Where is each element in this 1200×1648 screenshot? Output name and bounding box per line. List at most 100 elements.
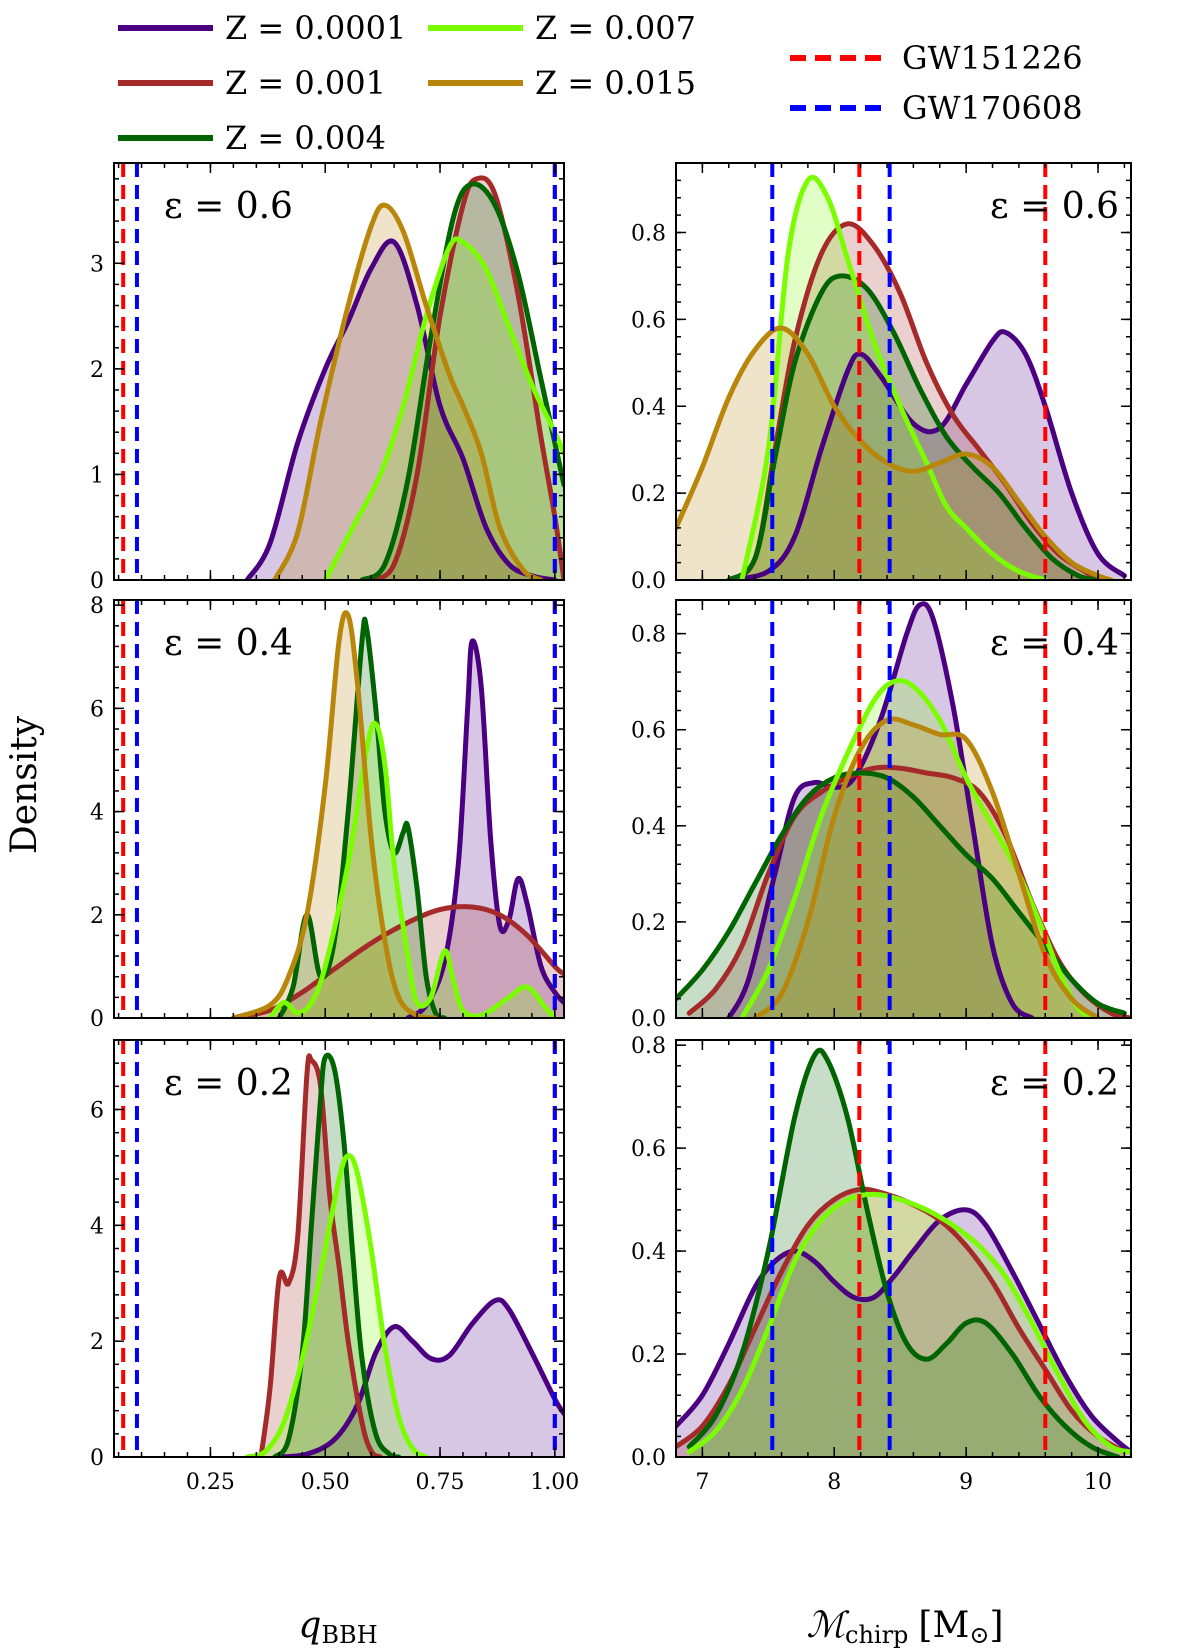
- epsilon-label-m-eps02: ε = 0.2: [990, 1063, 1119, 1104]
- fills-m-eps04: [676, 603, 1131, 1018]
- legend-entry-gw170608: GW170608: [790, 89, 1083, 127]
- x-tick-label-m-eps02-1: 8: [827, 1470, 841, 1495]
- plot-area-m-eps06: [676, 163, 1127, 580]
- y-tick-label-m-eps02-3: 0.6: [631, 1137, 666, 1162]
- density-fill-q-eps06-s1: [371, 177, 564, 580]
- epsilon-label-m-eps04: ε = 0.4: [990, 623, 1119, 664]
- panel-m-eps02: 0.0 0.2 0.4 0.6 0.8 7 8 9 10 ε = 0.2: [631, 1034, 1132, 1495]
- density-line-q-eps04-s1: [230, 904, 564, 1018]
- density-line-q-eps04-s3: [267, 720, 558, 1018]
- lines-m-eps04: [676, 601, 1131, 1018]
- density-line-q-eps04-s4: [230, 610, 438, 1018]
- y-tick-label-m-eps04-0: 0.0: [631, 1007, 666, 1032]
- legend-entry-z001: Z = 0.001: [118, 64, 386, 102]
- y-tick-label-q-eps02-1: 2: [90, 1330, 104, 1355]
- y-axis-title: Density: [4, 715, 45, 854]
- x-axis-title-q-sub: BBH: [321, 1621, 377, 1648]
- axes-frame-q-eps06: [113, 162, 565, 581]
- event-lines-q-eps06: [121, 163, 557, 580]
- density-line-m-eps06-s3: [739, 174, 1048, 580]
- x-tick-label-m-eps02-2: 9: [959, 1470, 973, 1495]
- y-tick-label-q-eps06-1: 1: [90, 463, 104, 488]
- density-fill-m-eps06-s1: [728, 223, 1098, 580]
- legend-entry-z007: Z = 0.007: [428, 9, 696, 47]
- legend-entry-z0001: Z = 0.0001: [118, 9, 406, 47]
- density-line-m-eps02-s2: [686, 1047, 1121, 1457]
- density-line-m-eps02-s3: [686, 1191, 1131, 1455]
- density-line-m-eps04-s4: [752, 716, 1101, 1018]
- density-fill-m-eps04-s4: [755, 718, 1098, 1018]
- plot-area-q-eps04: [121, 600, 564, 1018]
- density-line-q-eps06-s4: [272, 202, 544, 580]
- density-line-q-eps02-s1: [258, 1053, 383, 1457]
- y-tick-label-q-eps04-1: 2: [90, 904, 104, 929]
- x-axis-title-mchirp-unit: [M: [918, 1605, 969, 1646]
- x-axis-title-mchirp-unit-sub: ⊙: [969, 1621, 989, 1648]
- x-tick-label-m-eps02-3: 10: [1084, 1470, 1112, 1495]
- axes-frame-q-eps04: [113, 599, 565, 1019]
- legend-label-z004: Z = 0.004: [225, 119, 386, 157]
- plot-area-q-eps02: [121, 1040, 564, 1457]
- panel-q-eps02: 0 2 4 6 0.25 0.50 0.75 1.00 ε = 0.2: [90, 1039, 579, 1495]
- x-axis-title-q-main: q: [298, 1605, 321, 1646]
- lines-q-eps06: [244, 175, 564, 580]
- epsilon-label-q-eps02: ε = 0.2: [164, 1063, 293, 1104]
- x-axis-title-mchirp-sub: chirp: [845, 1621, 908, 1648]
- fills-q-eps04: [233, 612, 564, 1018]
- y-tick-label-q-eps04-4: 8: [90, 594, 104, 619]
- density-fill-m-eps04-s2: [676, 773, 1125, 1018]
- density-line-q-eps04-s0: [405, 638, 564, 1018]
- legend-label-z0001: Z = 0.0001: [225, 9, 406, 47]
- density-line-m-eps04-s3: [739, 677, 1101, 1018]
- y-tick-label-q-eps02-2: 4: [90, 1214, 104, 1239]
- y-tick-label-q-eps06-2: 2: [90, 358, 104, 383]
- y-tick-label-m-eps06-4: 0.8: [631, 222, 666, 247]
- legend-label-gw151226: GW151226: [902, 39, 1083, 77]
- legend-entry-gw151226: GW151226: [790, 39, 1083, 77]
- y-tick-label-m-eps04-1: 0.2: [631, 911, 666, 936]
- panel-q-eps06: 0 1 2 3 ε = 0.6: [90, 162, 565, 594]
- event-lines-m-eps04: [770, 600, 1048, 1018]
- y-tick-label-q-eps06-0: 0: [90, 569, 104, 594]
- panel-m-eps06: 0.0 0.2 0.4 0.6 0.8 ε = 0.6: [631, 162, 1132, 594]
- density-line-q-eps06-s2: [359, 181, 564, 580]
- y-tick-label-m-eps04-3: 0.6: [631, 719, 666, 744]
- density-fill-q-eps04-s4: [233, 612, 436, 1018]
- density-fill-m-eps02-s1: [676, 1189, 1125, 1457]
- lines-q-eps04: [230, 610, 564, 1018]
- epsilon-label-m-eps06: ε = 0.6: [990, 186, 1119, 227]
- x-tick-label-q-eps02-3: 1.00: [530, 1470, 579, 1495]
- panel-m-eps04: 0.0 0.2 0.4 0.6 0.8 ε = 0.4: [631, 599, 1132, 1032]
- axes-frame-m-eps04: [675, 599, 1132, 1019]
- plot-area-q-eps06: [121, 163, 564, 580]
- y-tick-label-m-eps06-2: 0.4: [631, 395, 666, 420]
- y-tick-label-q-eps04-3: 6: [90, 697, 104, 722]
- y-tick-label-m-eps04-4: 0.8: [631, 623, 666, 648]
- density-fill-q-eps02-s0: [279, 1299, 564, 1457]
- density-fill-q-eps04-s3: [270, 723, 555, 1018]
- density-fill-q-eps04-s0: [407, 640, 564, 1018]
- y-tick-label-q-eps04-0: 0: [90, 1007, 104, 1032]
- density-fill-m-eps04-s0: [728, 603, 1033, 1018]
- y-tick-label-m-eps04-2: 0.4: [631, 815, 666, 840]
- y-tick-label-q-eps06-3: 3: [90, 252, 104, 277]
- y-tick-label-q-eps02-3: 6: [90, 1099, 104, 1124]
- density-line-m-eps06-s2: [726, 273, 1101, 580]
- y-tick-label-q-eps04-2: 4: [90, 801, 104, 826]
- y-tick-label-m-eps06-3: 0.6: [631, 308, 666, 333]
- event-lines-m-eps06: [770, 163, 1048, 580]
- fills-m-eps06: [676, 177, 1125, 580]
- panel-q-eps04: 0 2 4 6 8 ε = 0.4: [90, 594, 565, 1032]
- density-line-q-eps06-s1: [368, 175, 564, 580]
- x-tick-label-m-eps02-0: 7: [695, 1470, 709, 1495]
- lines-q-eps02: [244, 1052, 564, 1457]
- y-tick-label-m-eps02-1: 0.2: [631, 1343, 666, 1368]
- y-tick-label-q-eps02-0: 0: [90, 1446, 104, 1471]
- density-fill-q-eps02-s3: [247, 1155, 427, 1457]
- legend-entry-z015: Z = 0.015: [428, 64, 696, 102]
- density-fill-q-eps06-s3: [325, 238, 564, 580]
- legend-label-gw170608: GW170608: [902, 89, 1083, 127]
- y-tick-label-m-eps02-0: 0.0: [631, 1446, 666, 1471]
- x-tick-label-q-eps02-1: 0.50: [301, 1470, 350, 1495]
- legend-label-z007: Z = 0.007: [535, 9, 696, 47]
